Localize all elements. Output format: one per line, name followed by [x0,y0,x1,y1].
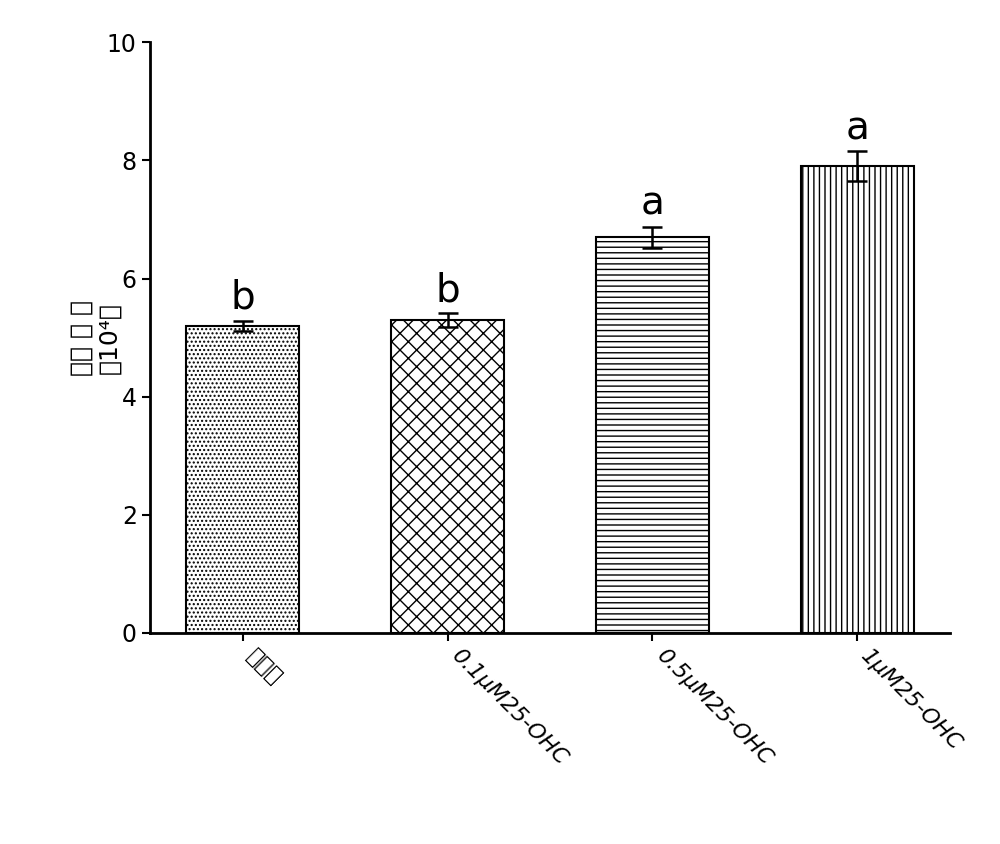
Bar [596,237,709,633]
Text: b: b [230,279,255,316]
Text: a: a [640,184,664,222]
Text: a: a [845,110,869,148]
Y-axis label: 细胞 数 目
（10⁴）: 细胞 数 目 （10⁴） [70,300,122,376]
Bar [391,320,504,633]
Bar [801,166,914,633]
Bar [186,326,299,633]
Text: b: b [435,271,460,309]
